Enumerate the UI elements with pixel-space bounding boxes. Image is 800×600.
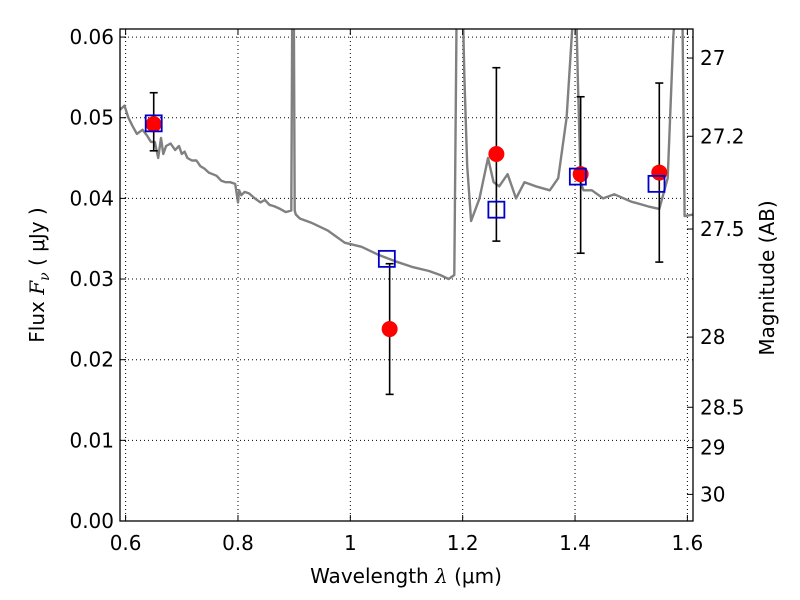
model-flux-square [377,249,396,268]
magnitude-tick-label: 28 [700,325,725,349]
y-tick-label: 0.04 [69,186,114,210]
magnitude-tick-label: 27.5 [700,217,745,241]
magnitude-tick-label: 27 [700,46,725,70]
plot-frame [119,28,694,522]
x-tick-label: 1 [344,531,357,555]
x-tick-label: 0.8 [222,531,254,555]
x-tick-label: 0.6 [110,531,142,555]
model-flux-square [647,174,666,193]
observed-flux-point [381,321,398,338]
y-tick-label: 0.00 [69,509,114,533]
model-flux-square [487,200,506,219]
x-tick-label: 1.2 [447,531,479,555]
observed-flux-point [572,166,589,183]
x-axis-title: Wavelength λ (μm) [310,564,502,588]
observed-flux-point [145,116,162,133]
axis-ticks: 0.6 0.8 1 1.2 1.4 1.6 0.00 0.01 0.02 0.03 0.04 0.05… [69,25,744,555]
magnitude-tick-label: 29 [700,436,725,460]
x-tick-label: 1.4 [559,531,591,555]
magnitude-tick-label: 30 [700,482,725,506]
magnitude-tick-label: 28.5 [700,395,745,419]
plot-area [120,29,693,396]
y-tick-label: 0.02 [69,348,114,372]
model-flux-square [144,114,163,133]
right-axis-title: Magnitude (AB) [755,200,779,355]
y-tick-label: 0.06 [69,25,114,49]
magnitude-tick-label: 27.2 [700,124,745,148]
model-spectrum-line [120,29,693,281]
observed-flux-point [488,146,505,163]
grid [120,29,693,522]
x-tick-label: 1.6 [671,531,703,555]
model-flux-square [568,167,587,186]
y-tick-label: 0.03 [69,267,114,291]
y-tick-label: 0.05 [69,106,114,130]
y-axis-title: Flux Fν ( μJy ) [25,207,53,342]
y-tick-label: 0.01 [69,428,114,452]
